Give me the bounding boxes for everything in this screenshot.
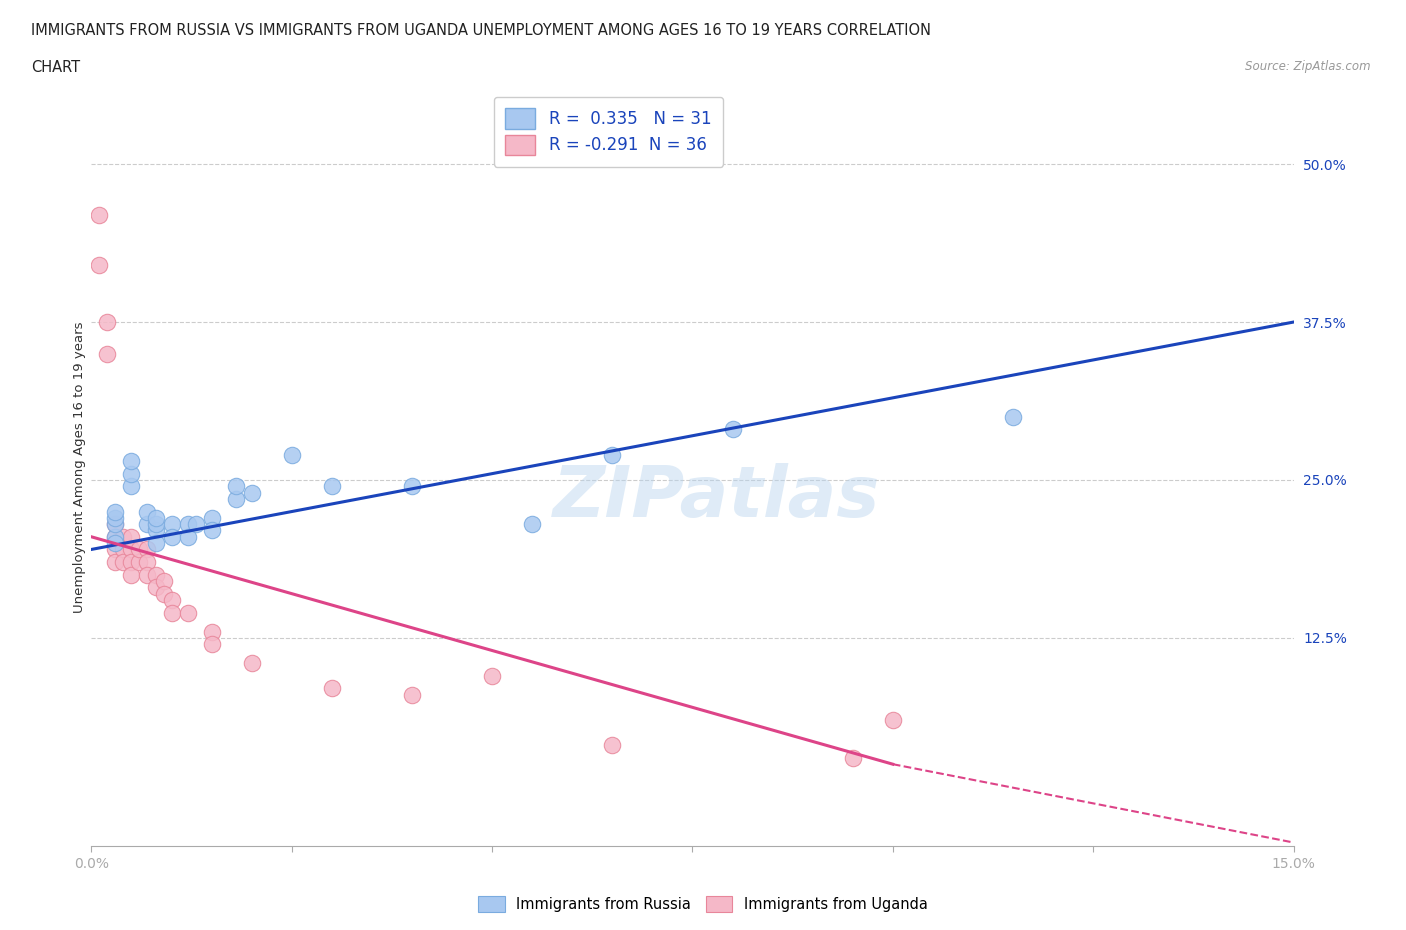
Point [121,542,143,557]
Point [104,517,127,532]
Point [602,737,624,752]
Point [145,536,167,551]
Legend: Immigrants from Russia, Immigrants from Uganda: Immigrants from Russia, Immigrants from … [472,891,934,918]
Point [104,542,127,557]
Point [321,681,343,696]
Point [240,485,263,500]
Point [160,529,183,544]
Point [121,567,143,582]
Point [145,517,167,532]
Point [104,529,127,544]
Point [721,422,744,437]
Point [522,517,544,532]
Point [89,207,111,222]
Point [104,554,127,569]
Point [184,517,207,532]
Point [201,511,224,525]
Point [201,523,224,538]
Point [152,586,174,601]
Point [121,466,143,481]
Point [160,605,183,620]
Point [225,491,247,506]
Point [104,529,127,544]
Point [145,511,167,525]
Legend: R =  0.335   N = 31, R = -0.291  N = 36: R = 0.335 N = 31, R = -0.291 N = 36 [494,97,723,166]
Point [481,669,503,684]
Point [176,605,198,620]
Text: CHART: CHART [31,60,80,75]
Point [240,656,263,671]
Point [104,504,127,519]
Text: IMMIGRANTS FROM RUSSIA VS IMMIGRANTS FROM UGANDA UNEMPLOYMENT AMONG AGES 16 TO 1: IMMIGRANTS FROM RUSSIA VS IMMIGRANTS FRO… [31,23,931,38]
Point [225,479,247,494]
Point [201,624,224,639]
Point [160,517,183,532]
Point [136,504,159,519]
Point [176,529,198,544]
Point [104,511,127,525]
Point [128,542,150,557]
Text: Source: ZipAtlas.com: Source: ZipAtlas.com [1246,60,1371,73]
Point [112,542,135,557]
Point [96,314,118,329]
Point [882,712,904,727]
Point [176,517,198,532]
Point [145,523,167,538]
Point [401,479,423,494]
Point [121,479,143,494]
Text: ZIPatlas: ZIPatlas [553,463,880,532]
Point [121,554,143,569]
Point [128,554,150,569]
Point [1001,409,1024,424]
Point [112,554,135,569]
Point [96,346,118,361]
Point [112,529,135,544]
Point [145,580,167,595]
Point [136,542,159,557]
Point [136,517,159,532]
Point [104,536,127,551]
Point [121,454,143,469]
Point [602,447,624,462]
Point [121,529,143,544]
Point [136,567,159,582]
Point [136,554,159,569]
Point [160,592,183,607]
Point [201,637,224,652]
Point [104,517,127,532]
Y-axis label: Unemployment Among Ages 16 to 19 years: Unemployment Among Ages 16 to 19 years [73,322,86,613]
Point [401,687,423,702]
Point [145,567,167,582]
Point [841,751,863,765]
Point [152,574,174,589]
Point [321,479,343,494]
Point [281,447,304,462]
Point [89,258,111,272]
